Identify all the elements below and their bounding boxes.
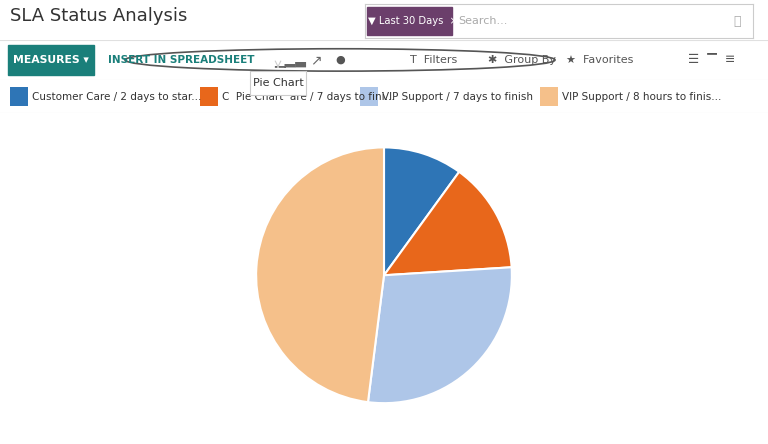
FancyBboxPatch shape <box>8 45 94 75</box>
Text: C  Pie Chart  are / 7 days to fini...: C Pie Chart are / 7 days to fini... <box>222 91 395 102</box>
Text: Search...: Search... <box>458 16 507 26</box>
Bar <box>540 87 558 106</box>
Text: VIP Support / 8 hours to finis...: VIP Support / 8 hours to finis... <box>562 91 721 102</box>
Text: MEASURES ▾: MEASURES ▾ <box>13 55 89 65</box>
Text: INSERT IN SPREADSHEET: INSERT IN SPREADSHEET <box>108 55 254 65</box>
Text: ☰  ▔  ≡: ☰ ▔ ≡ <box>688 53 736 67</box>
Text: ▁▂▃: ▁▂▃ <box>274 53 306 67</box>
Text: Customer Care / 2 days to star...: Customer Care / 2 days to star... <box>32 91 201 102</box>
Wedge shape <box>384 172 511 275</box>
Bar <box>10 87 28 106</box>
Text: ✱  Group By: ✱ Group By <box>488 55 556 65</box>
FancyBboxPatch shape <box>367 7 452 35</box>
Text: ●: ● <box>335 55 345 65</box>
Text: SLA Status Analysis: SLA Status Analysis <box>10 7 187 24</box>
Text: ▼ Last 30 Days  ×: ▼ Last 30 Days × <box>368 16 458 26</box>
Text: ★  Favorites: ★ Favorites <box>566 55 634 65</box>
Bar <box>200 87 218 106</box>
Wedge shape <box>384 147 459 275</box>
Text: VIP Support / 7 days to finish: VIP Support / 7 days to finish <box>382 91 533 102</box>
Wedge shape <box>257 147 384 402</box>
Text: Pie Chart: Pie Chart <box>253 78 303 88</box>
Text: ↗: ↗ <box>310 53 322 67</box>
Wedge shape <box>368 267 511 403</box>
Bar <box>360 87 378 106</box>
Text: T  Filters: T Filters <box>410 55 457 65</box>
Text: 🔍: 🔍 <box>733 15 741 28</box>
